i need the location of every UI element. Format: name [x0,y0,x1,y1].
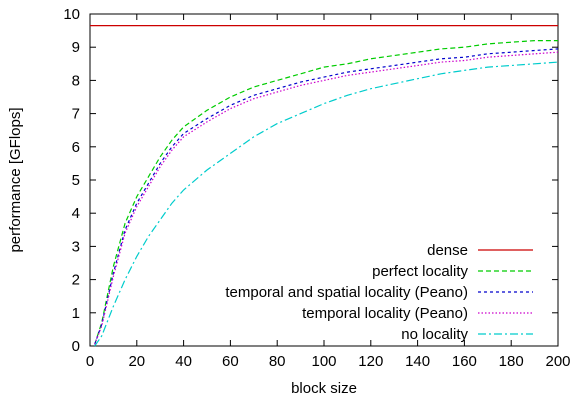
x-tick-label: 60 [222,353,239,370]
y-tick-label: 5 [72,172,80,189]
y-tick-label: 9 [72,39,80,56]
y-tick-label: 10 [63,6,80,23]
y-tick-label: 6 [72,139,80,156]
y-tick-label: 7 [72,106,80,123]
x-tick-label: 100 [311,353,336,370]
y-tick-label: 1 [72,305,80,322]
legend-label: temporal and spatial locality (Peano) [225,284,468,301]
series-line-temporal-locality-peano [94,51,559,345]
x-tick-label: 160 [452,353,477,370]
y-tick-label: 8 [72,72,80,89]
legend-label: no locality [401,326,468,343]
legend-label: temporal locality (Peano) [302,305,468,322]
y-tick-label: 4 [72,205,80,222]
legend-label: perfect locality [372,263,468,280]
y-tick-label: 3 [72,238,80,255]
x-tick-label: 80 [269,353,286,370]
x-tick-label: 200 [545,353,570,370]
y-tick-label: 0 [72,338,80,355]
series-layer [90,25,559,347]
x-tick-label: 40 [175,353,192,370]
legend-label: dense [427,242,468,259]
x-tick-label: 180 [499,353,524,370]
x-tick-label: 140 [405,353,430,370]
legend: dense perfect locality temporal and spatia… [225,242,533,343]
x-axis-title: block size [291,380,357,397]
x-tick-label: 0 [86,353,94,370]
x-tick-label: 20 [128,353,145,370]
y-axis-title: performance [GFlops] [7,107,24,252]
series-line-temporal-and-spatial-locality-peano [94,48,559,345]
y-tick-label: 2 [72,272,80,289]
series-line-perfect-locality [94,39,558,345]
axis-ticks: 0 20 40 60 80 100 120 140 160 180 200 0 1 2 3 4 5 6 7 8 9 10 [63,6,570,370]
series-line-no-locality [94,61,559,347]
x-tick-label: 120 [358,353,383,370]
